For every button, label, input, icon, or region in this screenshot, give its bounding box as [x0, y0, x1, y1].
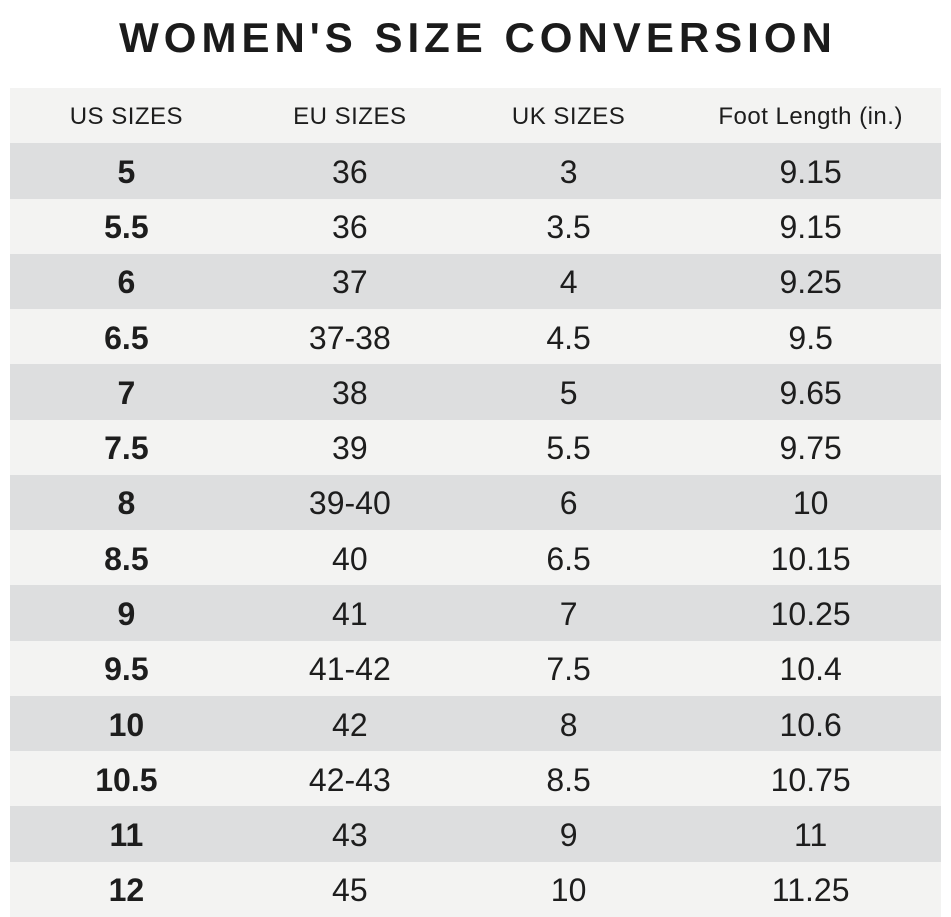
cell-uk-size: 8.5: [546, 761, 591, 798]
table-row: 9.5 41-42 7.5 10.4: [10, 640, 941, 696]
cell-us-size: 8: [117, 485, 136, 522]
cell-us-size: 12: [108, 872, 145, 909]
column-header-uk-sizes: UK SIZES: [511, 102, 626, 130]
cell-uk-size: 10: [550, 872, 587, 909]
cell-uk-size: 7.5: [546, 651, 591, 688]
cell-foot-length: 9.75: [779, 430, 842, 467]
cell-eu-size: 41: [332, 596, 368, 633]
cell-eu-size: 37-38: [308, 319, 391, 356]
table-row: 5 36 3 9.15: [10, 143, 941, 199]
cell-us-size: 7.5: [104, 430, 149, 467]
cell-eu-size: 41-42: [308, 651, 391, 688]
cell-eu-size: 36: [332, 153, 368, 190]
cell-foot-length: 11.25: [771, 872, 850, 909]
table-row: 7.5 39 5.5 9.75: [10, 419, 941, 475]
cell-foot-length: 9.65: [779, 374, 842, 411]
table-row: 7 38 5 9.65: [10, 364, 941, 420]
cell-uk-size: 7: [559, 596, 578, 633]
cell-us-size: 10: [108, 706, 145, 743]
table-row: 6.5 37-38 4.5 9.5: [10, 309, 941, 365]
cell-us-size: 9: [117, 596, 136, 633]
cell-uk-size: 5: [559, 374, 578, 411]
table-row: 11 43 9 11: [10, 806, 941, 862]
cell-uk-size: 9: [559, 817, 578, 854]
cell-us-size: 5.5: [104, 209, 149, 246]
cell-eu-size: 42-43: [308, 761, 391, 798]
cell-us-size: 7: [117, 374, 136, 411]
column-header-us-sizes: US SIZES: [69, 102, 184, 130]
cell-uk-size: 3: [559, 153, 578, 190]
cell-uk-size: 6.5: [546, 540, 591, 577]
table-row: 12 45 10 11.25: [10, 861, 941, 917]
cell-foot-length: 10.6: [779, 706, 842, 743]
cell-us-size: 10.5: [95, 761, 158, 798]
cell-foot-length: 10: [792, 485, 829, 522]
cell-foot-length: 9.15: [779, 209, 842, 246]
cell-eu-size: 40: [332, 540, 368, 577]
cell-us-size: 11: [109, 817, 144, 854]
cell-foot-length: 10.15: [770, 540, 851, 577]
cell-eu-size: 42: [332, 706, 368, 743]
cell-uk-size: 8: [559, 706, 578, 743]
cell-uk-size: 4: [559, 264, 578, 301]
cell-eu-size: 37: [332, 264, 368, 301]
cell-uk-size: 4.5: [546, 319, 591, 356]
cell-eu-size: 36: [332, 209, 368, 246]
cell-eu-size: 39-40: [308, 485, 391, 522]
cell-eu-size: 43: [332, 817, 368, 854]
table-row: 10.5 42-43 8.5 10.75: [10, 751, 941, 807]
cell-foot-length: 9.5: [788, 319, 833, 356]
cell-eu-size: 45: [332, 872, 368, 909]
cell-uk-size: 3.5: [546, 209, 591, 246]
column-header-foot-length: Foot Length (in.): [718, 102, 903, 130]
size-conversion-table: US SIZES EU SIZES UK SIZES Foot Length (…: [10, 88, 941, 917]
cell-foot-length: 9.15: [779, 153, 842, 190]
cell-uk-size: 6: [559, 485, 578, 522]
table-row: 5.5 36 3.5 9.15: [10, 198, 941, 254]
table-header-row: US SIZES EU SIZES UK SIZES Foot Length (…: [10, 88, 941, 144]
table-row: 8 39-40 6 10: [10, 474, 941, 531]
cell-us-size: 5: [117, 153, 136, 190]
table-row: 8.5 40 6.5 10.15: [10, 530, 941, 586]
cell-foot-length: 10.4: [779, 651, 842, 688]
cell-foot-length: 11: [794, 817, 828, 854]
cell-foot-length: 9.25: [779, 264, 842, 301]
cell-us-size: 6: [117, 264, 136, 301]
cell-us-size: 9.5: [104, 651, 149, 688]
table-row: 9 41 7 10.25: [10, 585, 941, 641]
cell-us-size: 6.5: [104, 319, 149, 356]
column-header-eu-sizes: EU SIZES: [293, 102, 407, 130]
cell-foot-length: 10.25: [770, 596, 851, 633]
cell-eu-size: 39: [332, 430, 368, 467]
cell-foot-length: 10.75: [770, 761, 851, 798]
cell-uk-size: 5.5: [546, 430, 591, 467]
cell-us-size: 8.5: [104, 540, 149, 577]
table-row: 6 37 4 9.25: [10, 253, 941, 310]
page-title: WOMEN'S SIZE CONVERSION: [119, 14, 837, 61]
cell-eu-size: 38: [332, 374, 368, 411]
table-row: 10 42 8 10.6: [10, 695, 941, 752]
